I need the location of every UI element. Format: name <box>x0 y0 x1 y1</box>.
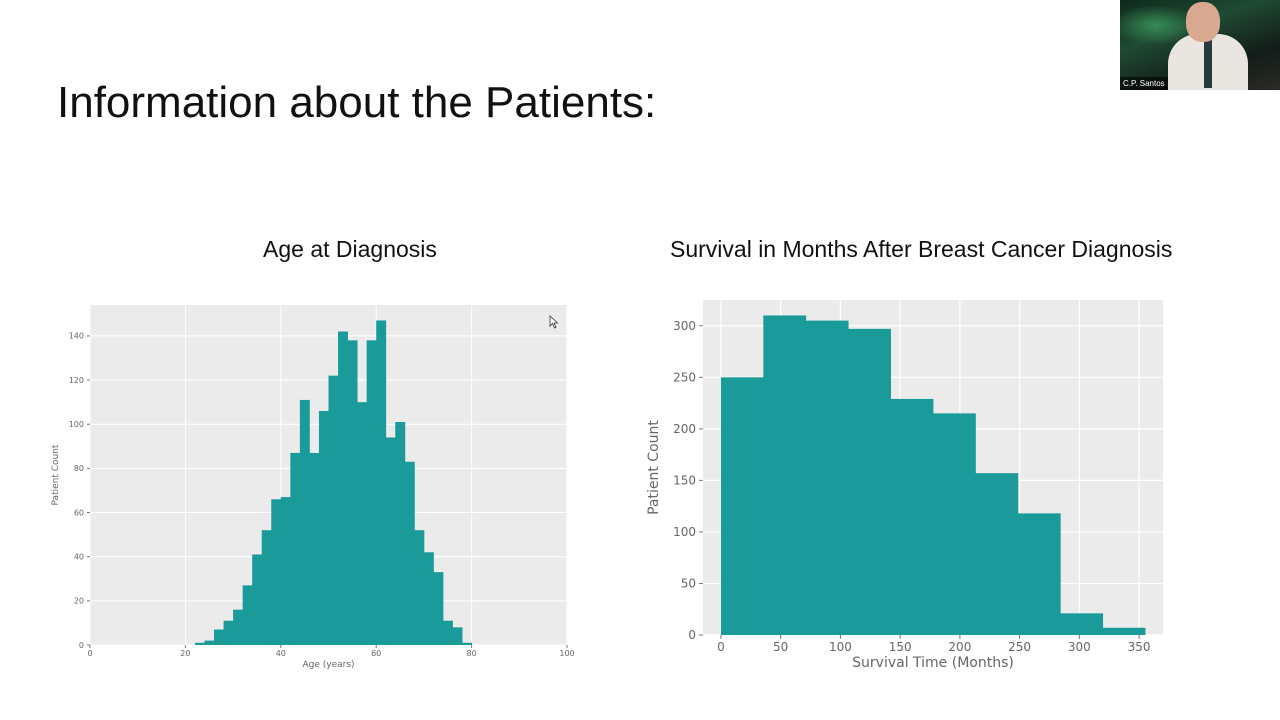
survival-x-axis-label: Survival Time (Months) <box>852 655 1014 671</box>
survival-bar <box>1017 513 1061 635</box>
age-y-tick-label: 80 <box>74 464 84 473</box>
survival-x-tick-label: 200 <box>948 640 971 654</box>
mouse-cursor-icon <box>549 315 559 329</box>
age-y-axis-label: Patient Count <box>51 444 61 505</box>
age-bar <box>357 402 368 645</box>
survival-y-tick-label: 100 <box>673 525 696 539</box>
age-x-tick-label: 40 <box>276 649 286 658</box>
age-bar <box>242 585 253 645</box>
age-bar <box>318 410 329 645</box>
survival-histogram: 0 50 100 150 200 250 300 350 0 50 100 150 200 250 300 S… <box>646 300 1163 671</box>
survival-x-tick-label: 50 <box>773 640 788 654</box>
age-bar <box>385 437 396 645</box>
survival-x-tick-label: 250 <box>1008 640 1031 654</box>
age-x-tick-label: 80 <box>467 649 477 658</box>
age-x-tick-label: 0 <box>87 649 92 658</box>
survival-y-tick-label: 300 <box>673 319 696 333</box>
survival-y-tick-label: 150 <box>673 474 696 488</box>
age-x-tick-label: 100 <box>559 649 574 658</box>
survival-y-tick-label: 0 <box>688 628 696 642</box>
age-y-tick-label: 0 <box>79 641 84 650</box>
age-bar <box>376 320 387 645</box>
age-bar <box>233 609 244 645</box>
age-y-tick-label: 100 <box>69 420 84 429</box>
survival-bar <box>975 473 1019 635</box>
survival-bar <box>890 398 934 635</box>
survival-y-tick-label: 50 <box>681 577 696 591</box>
survival-bar <box>933 413 976 635</box>
survival-x-tick-label: 100 <box>829 640 852 654</box>
age-y-tick-label: 20 <box>74 597 84 606</box>
age-bar <box>309 452 320 645</box>
age-bar <box>452 627 463 645</box>
age-y-tick-label: 60 <box>74 508 84 517</box>
age-bar <box>414 530 425 645</box>
age-bar <box>271 499 282 645</box>
age-x-tick-label: 60 <box>371 649 381 658</box>
age-bar <box>204 640 215 645</box>
age-bar <box>328 375 339 645</box>
survival-y-tick-label: 200 <box>673 422 696 436</box>
age-bar <box>194 642 205 645</box>
age-bar <box>433 572 444 645</box>
survival-y-tick-label: 250 <box>673 371 696 385</box>
survival-bar <box>1102 627 1146 635</box>
age-bar <box>442 620 453 645</box>
age-bar <box>338 331 348 645</box>
survival-bar <box>805 320 849 635</box>
survival-bar <box>720 377 764 635</box>
age-bar <box>299 399 310 645</box>
age-bar <box>261 530 272 645</box>
age-bar <box>347 340 358 645</box>
age-bar <box>214 629 224 645</box>
age-histogram: 0 20 40 60 80 100 0 20 40 60 80 100 120 140 Age (years… <box>51 305 575 670</box>
survival-x-tick-label: 0 <box>717 640 725 654</box>
age-bar <box>223 620 234 645</box>
age-chart-title: Age at Diagnosis <box>263 236 437 262</box>
participant-tie <box>1204 38 1212 88</box>
slide-title: Information about the Patients: <box>57 78 657 127</box>
survival-bar <box>848 328 891 635</box>
age-y-tick-label: 40 <box>74 552 84 561</box>
survival-x-tick-label: 150 <box>889 640 912 654</box>
age-bar <box>423 552 434 645</box>
age-y-tick-label: 140 <box>69 332 84 341</box>
survival-x-tick-label: 350 <box>1128 640 1151 654</box>
age-bar <box>252 554 263 645</box>
age-bar <box>280 497 291 645</box>
survival-bar <box>1060 613 1104 635</box>
participant-name: C.P. Santos <box>1120 77 1168 90</box>
age-x-tick-label: 20 <box>180 649 190 658</box>
age-x-axis-label: Age (years) <box>302 660 354 670</box>
survival-bar <box>763 315 807 635</box>
survival-x-tick-label: 300 <box>1068 640 1091 654</box>
participant-head <box>1186 2 1220 42</box>
participant-video-tile[interactable]: C.P. Santos <box>1120 0 1280 90</box>
age-bar <box>404 461 415 645</box>
age-bar <box>366 340 377 645</box>
age-bar <box>395 422 406 645</box>
age-y-tick-label: 120 <box>69 376 84 385</box>
age-bar <box>290 452 301 645</box>
age-bar <box>462 642 472 645</box>
survival-y-axis-label: Patient Count <box>646 420 662 515</box>
survival-chart-title: Survival in Months After Breast Cancer D… <box>670 236 1173 262</box>
